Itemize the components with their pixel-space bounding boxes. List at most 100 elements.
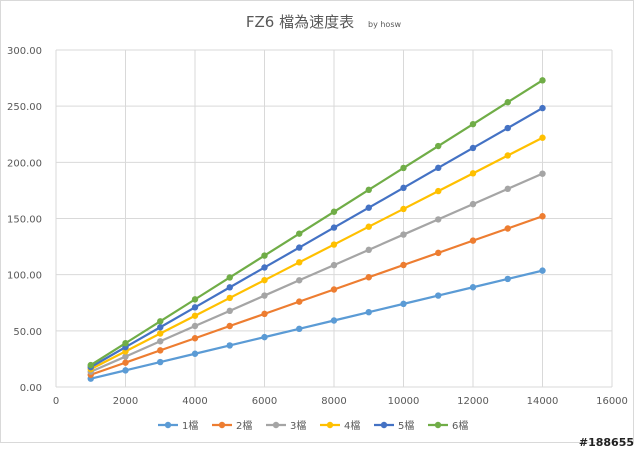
data-point bbox=[539, 104, 546, 112]
legend-label: 6檔 bbox=[452, 419, 468, 432]
x-tick-label: 6000 bbox=[252, 396, 277, 407]
series-line-1 bbox=[90, 269, 543, 380]
data-point bbox=[122, 359, 129, 366]
data-point bbox=[191, 304, 199, 311]
legend-label: 5檔 bbox=[398, 419, 414, 432]
data-point bbox=[400, 164, 407, 172]
data-point bbox=[539, 77, 546, 84]
data-point bbox=[296, 325, 303, 333]
data-point bbox=[261, 252, 268, 259]
data-point bbox=[400, 184, 407, 192]
data-point bbox=[504, 225, 511, 232]
legend-label: 1檔 bbox=[182, 419, 198, 432]
data-point bbox=[469, 120, 477, 128]
data-point bbox=[191, 350, 199, 357]
data-point bbox=[504, 275, 511, 283]
x-tick-label: 2000 bbox=[113, 396, 138, 407]
data-point bbox=[435, 142, 442, 150]
data-point bbox=[87, 361, 94, 369]
legend-marker-6 bbox=[434, 421, 442, 429]
data-point bbox=[365, 204, 372, 211]
data-point bbox=[226, 294, 233, 302]
y-tick-label: 100.00 bbox=[7, 271, 42, 282]
data-series bbox=[87, 77, 546, 382]
data-point bbox=[539, 267, 546, 274]
data-point bbox=[539, 134, 546, 141]
data-point bbox=[504, 185, 511, 193]
data-point bbox=[226, 307, 233, 315]
data-point bbox=[539, 213, 546, 220]
y-tick-label: 200.00 bbox=[7, 158, 42, 169]
data-point bbox=[504, 152, 511, 159]
watermark-text: #188655 bbox=[579, 436, 634, 449]
y-tick-label: 300.00 bbox=[7, 46, 42, 57]
data-point bbox=[261, 310, 268, 318]
legend-marker-5 bbox=[380, 421, 388, 429]
data-point bbox=[261, 276, 268, 284]
data-point bbox=[400, 205, 407, 213]
data-point bbox=[296, 230, 303, 237]
legend-label: 2檔 bbox=[236, 419, 252, 432]
y-tick-label: 50.00 bbox=[13, 327, 42, 338]
data-point bbox=[330, 286, 338, 293]
x-tick-label: 0 bbox=[53, 396, 59, 407]
data-point bbox=[122, 367, 129, 374]
data-point bbox=[435, 187, 442, 195]
data-point bbox=[296, 277, 303, 284]
data-point bbox=[226, 322, 233, 330]
legend-marker-2 bbox=[218, 421, 226, 429]
data-point bbox=[226, 342, 233, 349]
data-point bbox=[400, 300, 407, 308]
data-point bbox=[435, 216, 442, 223]
axes: 0 2000 4000 6000 8000 10000 12000 14000 16000 0.0… bbox=[7, 46, 628, 407]
data-point bbox=[435, 164, 442, 172]
data-point bbox=[157, 318, 164, 325]
data-point bbox=[261, 264, 268, 271]
series-line-4 bbox=[90, 136, 544, 371]
data-point bbox=[226, 284, 233, 291]
data-point bbox=[365, 223, 372, 230]
data-point bbox=[504, 99, 511, 106]
x-tick-label: 12000 bbox=[457, 396, 489, 407]
data-point bbox=[365, 308, 372, 316]
data-point bbox=[261, 292, 268, 299]
data-point bbox=[157, 338, 164, 345]
data-point bbox=[157, 324, 164, 331]
data-point bbox=[157, 358, 164, 366]
x-tick-label: 8000 bbox=[321, 396, 346, 407]
x-tick-label: 10000 bbox=[388, 396, 420, 407]
data-point bbox=[435, 292, 442, 299]
series-line-2 bbox=[90, 215, 543, 376]
series-line-3 bbox=[90, 172, 543, 373]
data-point bbox=[122, 353, 129, 360]
data-point bbox=[400, 231, 407, 238]
data-point bbox=[330, 317, 338, 324]
series-line-5 bbox=[90, 107, 544, 369]
x-tick-label: 4000 bbox=[182, 396, 207, 407]
data-point bbox=[539, 170, 546, 177]
data-point bbox=[296, 244, 303, 251]
legend-label: 4檔 bbox=[344, 419, 360, 432]
legend-marker-1 bbox=[164, 421, 172, 429]
data-point bbox=[365, 246, 372, 254]
data-point bbox=[157, 347, 164, 354]
data-point bbox=[191, 296, 199, 303]
chart-title: FZ6 檔為速度表 bbox=[246, 13, 354, 31]
data-point bbox=[330, 261, 338, 269]
data-point bbox=[469, 284, 477, 291]
data-point bbox=[469, 200, 477, 208]
chart-border bbox=[0, 0, 634, 443]
data-point bbox=[400, 261, 407, 269]
data-point bbox=[365, 274, 372, 281]
y-tick-label: 0.00 bbox=[20, 383, 42, 394]
data-point bbox=[122, 339, 129, 347]
legend-marker-3 bbox=[272, 421, 280, 429]
series-line-6 bbox=[90, 79, 544, 367]
gridlines bbox=[55, 49, 613, 388]
legend-label: 3檔 bbox=[290, 419, 306, 432]
data-point bbox=[469, 144, 477, 152]
data-point bbox=[469, 170, 477, 177]
legend-marker-4 bbox=[326, 421, 334, 429]
